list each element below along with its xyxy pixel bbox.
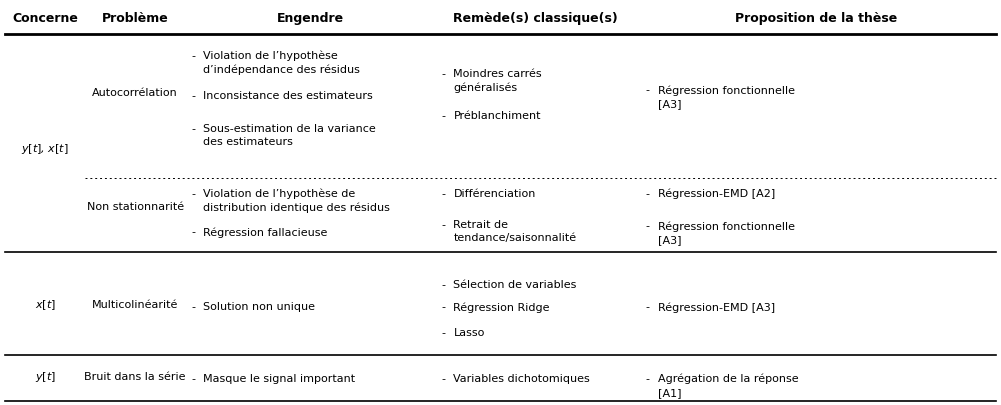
Text: Bruit dans la série: Bruit dans la série	[84, 371, 186, 381]
Text: Problème: Problème	[102, 12, 168, 25]
Text: Différenciation: Différenciation	[453, 188, 536, 198]
Text: Préblanchiment: Préblanchiment	[453, 111, 541, 121]
Text: Régression fallacieuse: Régression fallacieuse	[203, 227, 327, 237]
Text: Sélection de variables: Sélection de variables	[453, 279, 577, 290]
Text: -: -	[441, 69, 445, 79]
Text: Masque le signal important: Masque le signal important	[203, 373, 355, 383]
Text: -: -	[191, 188, 195, 198]
Text: -: -	[441, 111, 445, 121]
Text: -: -	[191, 91, 195, 101]
Text: -: -	[441, 220, 445, 230]
Text: Violation de l’hypothèse
d’indépendance des résidus: Violation de l’hypothèse d’indépendance …	[203, 51, 360, 75]
Text: $y[t]$: $y[t]$	[35, 369, 55, 383]
Text: -: -	[441, 302, 445, 312]
Text: -: -	[191, 227, 195, 237]
Text: Concerne: Concerne	[12, 12, 78, 25]
Text: Sous-estimation de la variance
des estimateurs: Sous-estimation de la variance des estim…	[203, 124, 376, 147]
Text: Régression-EMD [A2]: Régression-EMD [A2]	[658, 188, 775, 199]
Text: $x[t]$: $x[t]$	[35, 298, 55, 311]
Text: -: -	[646, 221, 650, 231]
Text: -: -	[646, 302, 650, 312]
Text: Violation de l’hypothèse de
distribution identique des résidus: Violation de l’hypothèse de distribution…	[203, 188, 390, 213]
Text: Régression Ridge: Régression Ridge	[453, 302, 550, 312]
Text: Solution non unique: Solution non unique	[203, 302, 315, 312]
Text: Engendre: Engendre	[276, 12, 344, 25]
Text: Agrégation de la réponse
[A1]: Agrégation de la réponse [A1]	[658, 373, 798, 396]
Text: Régression-EMD [A3]: Régression-EMD [A3]	[658, 302, 775, 312]
Text: -: -	[441, 327, 445, 337]
Text: -: -	[646, 373, 650, 383]
Text: -: -	[646, 188, 650, 198]
Text: Proposition de la thèse: Proposition de la thèse	[735, 12, 897, 25]
Text: -: -	[191, 124, 195, 134]
Text: -: -	[441, 373, 445, 383]
Text: Inconsistance des estimateurs: Inconsistance des estimateurs	[203, 91, 373, 101]
Text: Lasso: Lasso	[453, 327, 484, 337]
Text: Retrait de
tendance/saisonnalité: Retrait de tendance/saisonnalité	[453, 220, 577, 243]
Text: Variables dichotomiques: Variables dichotomiques	[453, 373, 591, 383]
Text: Multicolinéarité: Multicolinéarité	[92, 300, 178, 309]
Text: -: -	[441, 279, 445, 290]
Text: Moindres carrés
généralisés: Moindres carrés généralisés	[453, 69, 543, 93]
Text: Autocorrélation: Autocorrélation	[92, 88, 178, 98]
Text: $y[t]$, $x[t]$: $y[t]$, $x[t]$	[21, 142, 69, 156]
Text: -: -	[191, 302, 195, 312]
Text: -: -	[441, 188, 445, 198]
Text: -: -	[191, 373, 195, 383]
Text: -: -	[646, 85, 650, 95]
Text: -: -	[191, 51, 195, 61]
Text: Régression fonctionnelle
[A3]: Régression fonctionnelle [A3]	[658, 221, 795, 244]
Text: Non stationnarité: Non stationnarité	[86, 202, 184, 211]
Text: Remède(s) classique(s): Remède(s) classique(s)	[453, 12, 618, 25]
Text: Régression fonctionnelle
[A3]: Régression fonctionnelle [A3]	[658, 85, 795, 109]
